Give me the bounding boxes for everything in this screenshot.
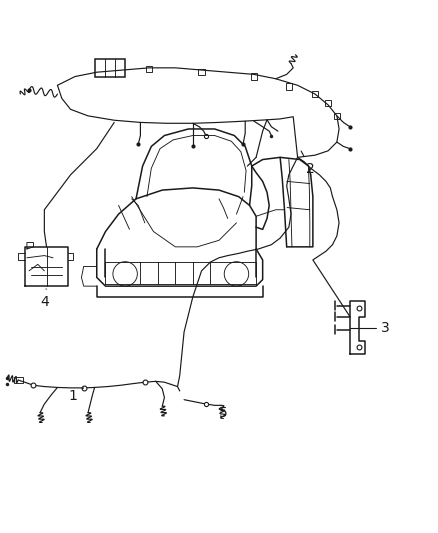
Bar bbox=[198, 69, 205, 76]
Bar bbox=[334, 113, 340, 119]
Bar bbox=[251, 74, 257, 80]
FancyBboxPatch shape bbox=[95, 59, 125, 77]
Bar bbox=[286, 83, 292, 90]
Bar bbox=[14, 377, 22, 383]
Text: 1: 1 bbox=[68, 388, 84, 402]
Text: 5: 5 bbox=[219, 406, 228, 420]
Bar bbox=[312, 91, 318, 97]
Bar bbox=[325, 100, 332, 106]
Bar bbox=[146, 66, 152, 72]
Text: 3: 3 bbox=[381, 321, 389, 335]
Text: 2: 2 bbox=[301, 151, 315, 176]
Text: 4: 4 bbox=[40, 289, 49, 309]
